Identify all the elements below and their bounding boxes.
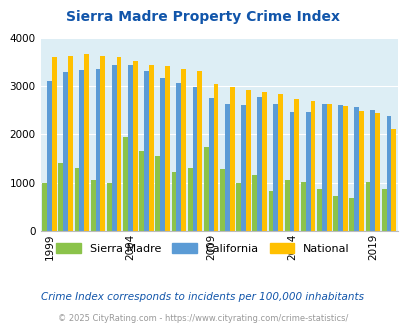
Bar [257,97,262,231]
Bar [144,71,149,231]
Bar [197,71,202,231]
Bar [229,87,234,231]
Bar [100,56,105,231]
Bar [68,56,73,231]
Bar [316,189,321,231]
Bar [252,176,257,231]
Bar [107,183,111,231]
Bar [305,112,310,231]
Bar [333,196,337,231]
Bar [176,83,181,231]
Bar [63,72,68,231]
Bar [203,147,208,231]
Bar [123,137,128,231]
Bar [52,57,57,231]
Bar [139,151,144,231]
Bar [364,182,369,231]
Bar [358,111,363,231]
Bar [208,98,213,231]
Bar [165,66,170,231]
Text: © 2025 CityRating.com - https://www.cityrating.com/crime-statistics/: © 2025 CityRating.com - https://www.city… [58,314,347,323]
Bar [268,191,273,231]
Bar [171,172,176,231]
Bar [349,198,353,231]
Bar [390,129,395,231]
Bar [90,180,95,231]
Bar [95,69,100,231]
Bar [386,115,390,231]
Bar [321,104,326,231]
Bar [128,65,132,231]
Bar [262,91,266,231]
Bar [160,78,165,231]
Bar [220,169,224,231]
Bar [58,163,63,231]
Bar [213,84,218,231]
Bar [353,108,358,231]
Bar [181,69,185,231]
Bar [241,105,245,231]
Bar [342,106,347,231]
Bar [236,183,241,231]
Text: Sierra Madre Property Crime Index: Sierra Madre Property Crime Index [66,10,339,24]
Bar [310,101,315,231]
Bar [75,168,79,231]
Bar [294,99,298,231]
Bar [155,156,160,231]
Bar [116,57,121,231]
Bar [374,113,379,231]
Bar [369,110,374,231]
Bar [79,70,84,231]
Bar [381,188,386,231]
Bar [284,180,289,231]
Legend: Sierra Madre, California, National: Sierra Madre, California, National [52,239,353,258]
Bar [84,54,89,231]
Bar [132,61,137,231]
Bar [289,112,294,231]
Bar [42,183,47,231]
Bar [187,168,192,231]
Bar [192,87,197,231]
Bar [337,105,342,231]
Bar [111,65,116,231]
Bar [245,89,250,231]
Bar [273,104,277,231]
Bar [300,182,305,231]
Text: Crime Index corresponds to incidents per 100,000 inhabitants: Crime Index corresponds to incidents per… [41,292,364,302]
Bar [326,104,331,231]
Bar [149,65,153,231]
Bar [47,82,52,231]
Bar [224,104,229,231]
Bar [277,94,282,231]
